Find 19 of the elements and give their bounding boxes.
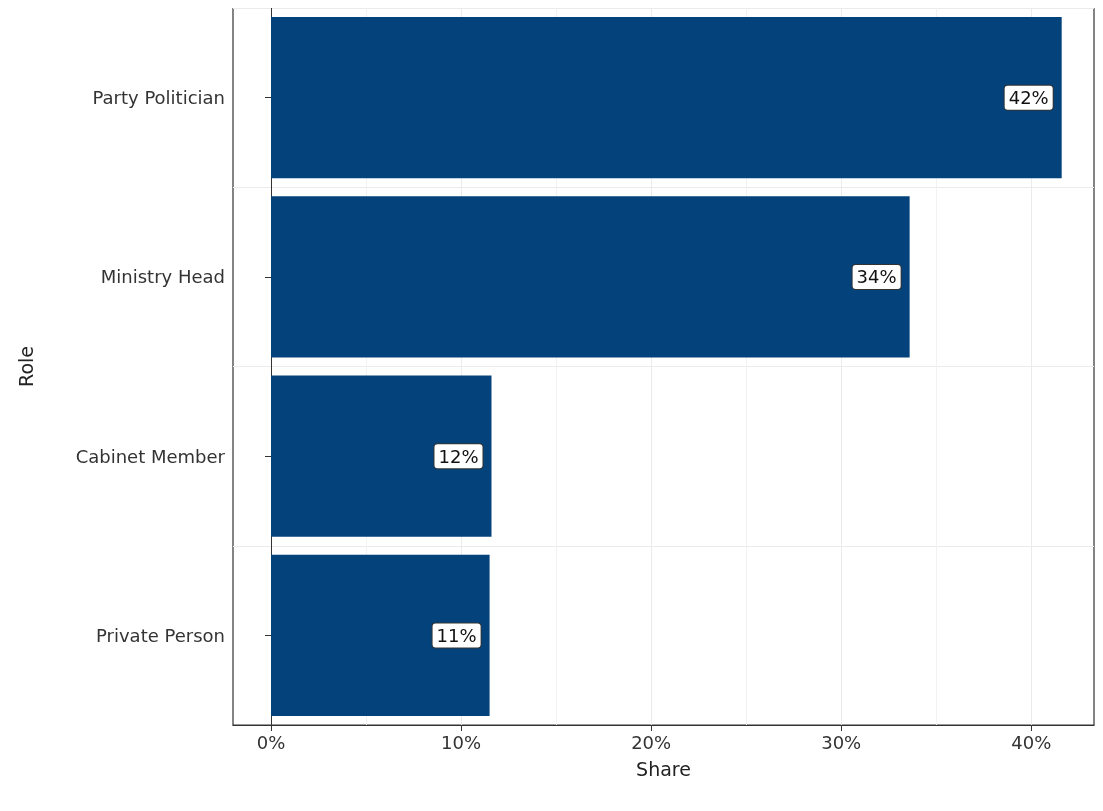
x-tick-label: 20%: [631, 731, 672, 753]
bar: [271, 375, 492, 537]
x-tick-label: 40%: [1011, 731, 1052, 753]
bar: [271, 554, 490, 717]
data-label: 42%: [1008, 87, 1049, 109]
y-tick-label: Ministry Head: [100, 266, 225, 288]
bar: [271, 16, 1062, 179]
data-label: 34%: [856, 266, 897, 288]
y-axis-title: Role: [14, 346, 37, 387]
data-label: 12%: [438, 445, 479, 467]
data-label: 11%: [436, 624, 477, 646]
x-tick-label: 0%: [256, 731, 286, 753]
bar: [271, 196, 910, 358]
x-axis-title: Share: [636, 757, 691, 780]
y-tick-label: Cabinet Member: [75, 445, 226, 467]
x-tick-label: 10%: [441, 731, 482, 753]
x-tick-label: 30%: [821, 731, 862, 753]
y-tick-label: Private Person: [96, 624, 225, 646]
y-tick-label: Party Politician: [92, 87, 225, 109]
